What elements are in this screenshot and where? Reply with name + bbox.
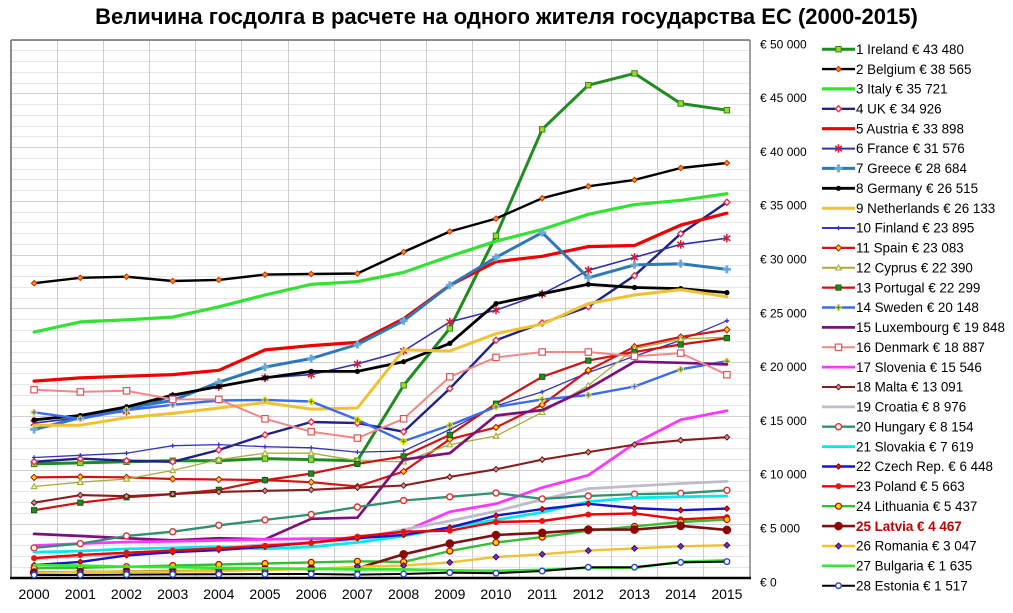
svg-text:2009: 2009 xyxy=(434,586,465,602)
svg-text:2013: 2013 xyxy=(619,586,650,602)
svg-text:€ 20 000: € 20 000 xyxy=(760,360,807,374)
svg-text:€ 5 000: € 5 000 xyxy=(760,522,800,536)
svg-text:26 Romania € 3 047: 26 Romania € 3 047 xyxy=(856,539,977,554)
svg-text:2014: 2014 xyxy=(665,586,696,602)
svg-text:11 Spain € 23 083: 11 Spain € 23 083 xyxy=(856,241,964,256)
svg-text:2005: 2005 xyxy=(249,586,280,602)
svg-text:21 Slovakia € 7 619: 21 Slovakia € 7 619 xyxy=(856,439,974,454)
svg-text:€ 50 000: € 50 000 xyxy=(760,37,807,51)
svg-text:8 Germany € 26 515: 8 Germany € 26 515 xyxy=(856,181,978,196)
svg-text:2004: 2004 xyxy=(203,586,234,602)
svg-text:€ 30 000: € 30 000 xyxy=(760,253,807,267)
svg-text:5 Austria € 33 898: 5 Austria € 33 898 xyxy=(856,121,964,136)
svg-text:25 Latvia € 4 467: 25 Latvia € 4 467 xyxy=(856,519,962,534)
svg-text:6 France € 31 576: 6 France € 31 576 xyxy=(856,141,965,156)
svg-text:23 Poland € 5 663: 23 Poland € 5 663 xyxy=(856,479,965,494)
svg-text:2010: 2010 xyxy=(480,586,511,602)
svg-text:2001: 2001 xyxy=(65,586,96,602)
svg-text:€ 15 000: € 15 000 xyxy=(760,414,807,428)
svg-text:7 Greece € 28 684: 7 Greece € 28 684 xyxy=(856,161,967,176)
svg-text:2 Belgium € 38 565: 2 Belgium € 38 565 xyxy=(856,62,971,77)
svg-text:14 Sweden € 20 148: 14 Sweden € 20 148 xyxy=(856,300,979,315)
svg-text:22 Czech Rep. € 6 448: 22 Czech Rep. € 6 448 xyxy=(856,459,993,474)
svg-text:12 Cyprus € 22 390: 12 Cyprus € 22 390 xyxy=(856,261,973,276)
svg-text:2002: 2002 xyxy=(111,586,142,602)
svg-text:€ 10 000: € 10 000 xyxy=(760,468,807,482)
svg-text:4 UK € 34 926: 4 UK € 34 926 xyxy=(856,102,942,117)
svg-text:€ 35 000: € 35 000 xyxy=(760,199,807,213)
svg-text:20 Hungary € 8 154: 20 Hungary € 8 154 xyxy=(856,419,974,434)
svg-text:18 Malta € 13 091: 18 Malta € 13 091 xyxy=(856,380,963,395)
svg-text:15 Luxembourg € 19 848: 15 Luxembourg € 19 848 xyxy=(856,320,1005,335)
svg-text:19 Croatia € 8 976: 19 Croatia € 8 976 xyxy=(856,400,966,415)
svg-text:2008: 2008 xyxy=(388,586,419,602)
svg-text:28 Estonia € 1 517: 28 Estonia € 1 517 xyxy=(856,578,968,593)
svg-text:2006: 2006 xyxy=(296,586,327,602)
svg-text:3 Italy € 35 721: 3 Italy € 35 721 xyxy=(856,82,948,97)
svg-text:10 Finland € 23 895: 10 Finland € 23 895 xyxy=(856,221,974,236)
svg-text:2015: 2015 xyxy=(711,586,742,602)
svg-text:16 Denmark € 18 887: 16 Denmark € 18 887 xyxy=(856,340,985,355)
svg-text:17 Slovenia € 15 546: 17 Slovenia € 15 546 xyxy=(856,360,982,375)
svg-text:2003: 2003 xyxy=(157,586,188,602)
svg-text:2011: 2011 xyxy=(527,586,557,602)
svg-text:€ 40 000: € 40 000 xyxy=(760,145,807,159)
svg-text:24 Lithuania € 5 437: 24 Lithuania € 5 437 xyxy=(856,499,977,514)
svg-text:€ 45 000: € 45 000 xyxy=(760,91,807,105)
svg-text:27 Bulgaria € 1 635: 27 Bulgaria € 1 635 xyxy=(856,559,972,574)
svg-text:13 Portugal € 22 299: 13 Portugal € 22 299 xyxy=(856,280,980,295)
svg-text:1 Ireland € 43 480: 1 Ireland € 43 480 xyxy=(856,42,964,57)
svg-text:2007: 2007 xyxy=(342,586,373,602)
svg-text:€ 0: € 0 xyxy=(760,575,777,589)
svg-text:2000: 2000 xyxy=(19,586,50,602)
svg-text:2012: 2012 xyxy=(573,586,604,602)
svg-text:9 Netherlands € 26 133: 9 Netherlands € 26 133 xyxy=(856,201,995,216)
svg-text:€ 25 000: € 25 000 xyxy=(760,306,807,320)
